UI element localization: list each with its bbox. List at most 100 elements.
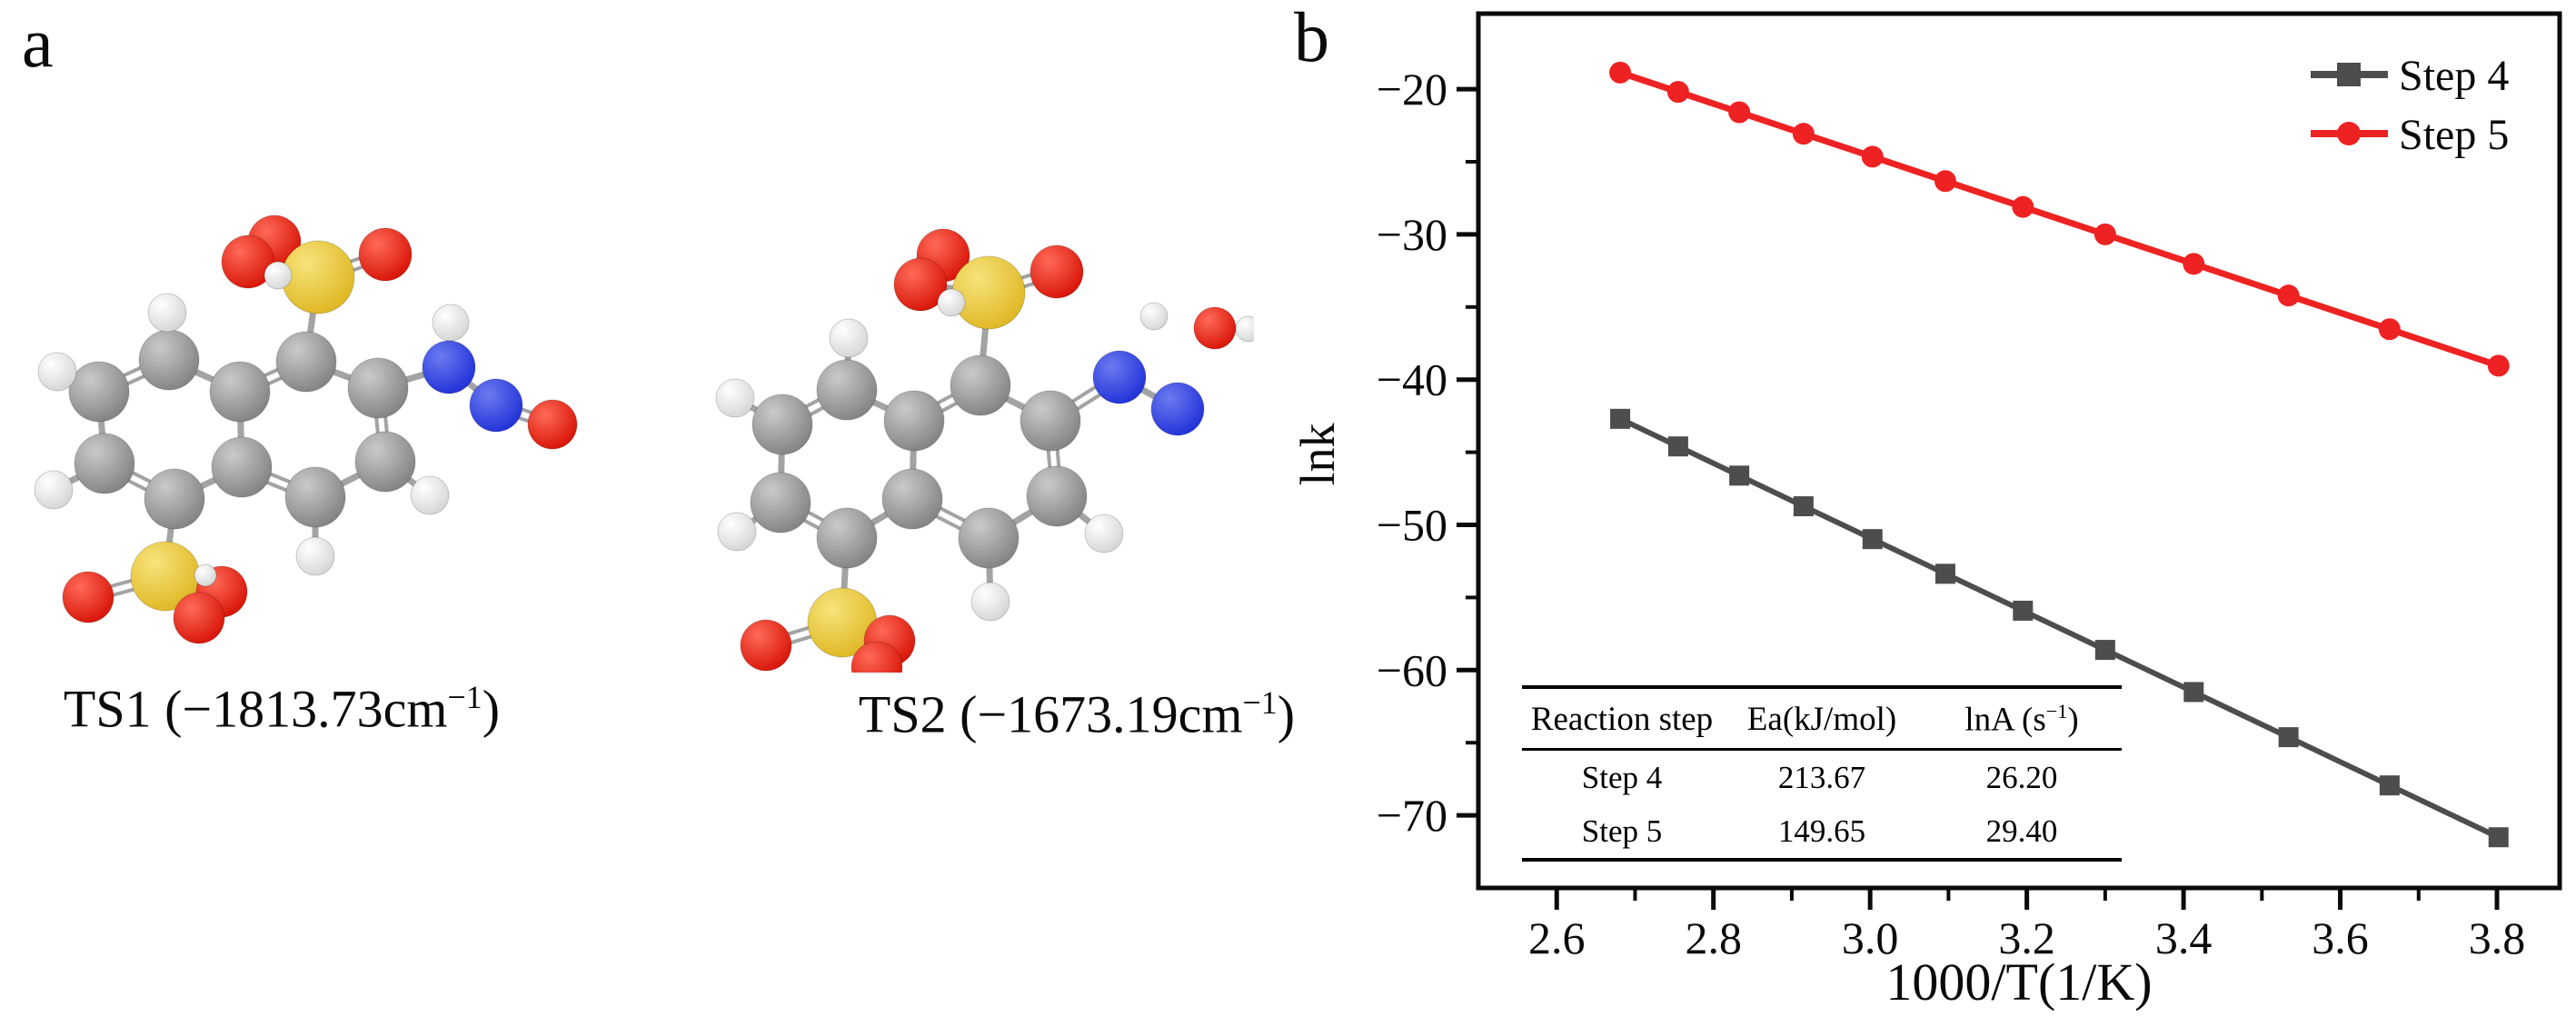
h-atom	[1084, 514, 1124, 553]
o-atom	[358, 227, 413, 282]
x-axis: 2.6 2.8 3.0 3.2 3.4 3.6 3.8	[1528, 888, 2525, 963]
c-atom	[1019, 390, 1081, 452]
c-atom	[751, 394, 813, 455]
y-tick-label: −30	[1377, 209, 1447, 260]
legend-item-step-4: Step 4	[2311, 52, 2509, 100]
x-tick-label: 3.0	[1842, 912, 1899, 963]
h-atom	[717, 512, 757, 552]
atoms	[34, 214, 578, 644]
c-atom	[211, 436, 273, 498]
chart-legend: Step 4 Step 5	[2311, 52, 2509, 159]
x-tick-label: 2.6	[1528, 912, 1586, 963]
table-cell: Step 4	[1581, 760, 1663, 796]
c-atom	[209, 361, 271, 423]
o-atom	[1193, 306, 1237, 350]
legend-marker-square	[2337, 63, 2361, 86]
legend-label: Step 5	[2399, 111, 2509, 159]
arrhenius-chart: 2.6 2.8 3.0 3.2 3.4 3.6 3.8 −20 −30 −40 −50 −60 −70 1…	[1290, 11, 2562, 1012]
data-point-square	[2094, 640, 2115, 661]
h-atom	[37, 352, 77, 392]
c-atom	[74, 433, 135, 494]
table-row: Step 5 149.65 29.40	[1522, 804, 2122, 858]
ts2-caption-close: )	[1277, 684, 1296, 744]
h-atom	[34, 470, 74, 510]
h-atom	[1235, 315, 1254, 343]
h-atom	[1139, 302, 1169, 331]
h-atom	[410, 475, 450, 515]
data-point-square	[1934, 563, 1955, 584]
c-atom	[958, 507, 1019, 569]
c-atom	[950, 354, 1011, 416]
c-atom	[883, 390, 945, 452]
data-point-square	[1862, 529, 1883, 550]
data-point-circle	[1792, 123, 1815, 145]
data-point-circle	[2378, 318, 2401, 341]
data-point-circle	[1934, 170, 1956, 193]
data-point-circle	[1666, 81, 1689, 104]
data-point-square	[2379, 775, 2400, 796]
data-point-circle	[1861, 145, 1884, 168]
ts1-caption-text: TS1 (−1813.73cm	[63, 679, 448, 739]
o-atom	[62, 571, 114, 623]
ts2-caption-sup: −1	[1242, 684, 1278, 721]
table-cell: 149.65	[1777, 813, 1866, 850]
c-atom	[275, 331, 337, 393]
c-atom	[138, 329, 200, 391]
plot-border	[1476, 11, 2562, 891]
x-tick-label: 2.8	[1685, 912, 1742, 963]
data-point-circle	[2094, 223, 2116, 245]
ts1-caption-close: )	[482, 679, 501, 739]
x-tick-label: 3.6	[2312, 912, 2369, 963]
x-tick-label: 3.2	[1998, 912, 2055, 963]
table-cell: 29.40	[1985, 813, 2058, 850]
data-point-square	[1729, 465, 1750, 486]
ts1-caption-sup: −1	[447, 679, 482, 715]
table-cell: Step 5	[1581, 813, 1663, 850]
c-atom	[68, 361, 130, 423]
legend-label: Step 4	[2399, 52, 2509, 100]
h-atom	[295, 536, 335, 576]
table-cell: 213.67	[1777, 760, 1866, 796]
s-atom	[951, 255, 1026, 330]
h-atom	[264, 261, 293, 290]
legend-item-step-5: Step 5	[2311, 111, 2509, 159]
ts2-caption: TS2 (−1673.19cm−1)	[759, 683, 1395, 744]
panel-a-label: a	[22, 3, 54, 82]
c-atom	[881, 468, 943, 530]
x-tick-label: 3.4	[2155, 912, 2213, 963]
x-axis-title: 1000/T(1/K)	[1885, 952, 2152, 1012]
y-tick-label: −40	[1377, 354, 1447, 405]
data-point-square	[1667, 436, 1688, 457]
y-tick-label: −50	[1377, 499, 1447, 550]
ts2-caption-text: TS2 (−1673.19cm	[858, 684, 1243, 744]
series-step-5	[1609, 61, 2510, 377]
atoms	[715, 228, 1254, 673]
h-atom	[937, 288, 966, 317]
ts1-molecule	[34, 214, 578, 644]
y-tick-label: −20	[1377, 64, 1447, 115]
x-tick-label: 3.8	[2469, 912, 2526, 963]
o-atom	[527, 399, 578, 450]
c-atom	[816, 359, 878, 421]
h-atom	[147, 293, 187, 333]
table-cell: 26.20	[1985, 760, 2058, 796]
y-tick-label: −60	[1377, 644, 1447, 695]
data-point-circle	[2487, 354, 2510, 377]
c-atom	[816, 507, 878, 569]
s-atom	[281, 240, 355, 314]
c-atom	[1026, 465, 1088, 527]
panel-b-label: b	[1294, 0, 1329, 76]
y-axis: −20 −30 −40 −50 −60 −70	[1377, 64, 1478, 841]
n-atom	[469, 378, 523, 433]
ts1-caption: TS1 (−1813.73cm−1)	[0, 678, 563, 739]
c-atom	[144, 468, 205, 530]
o-atom	[850, 641, 903, 673]
n-atom	[1150, 382, 1205, 436]
series-step-4	[1610, 408, 2509, 848]
h-atom	[715, 378, 755, 418]
data-point-circle	[1609, 61, 1632, 84]
h-atom	[829, 318, 869, 358]
ts2-molecule	[715, 228, 1254, 673]
c-atom	[284, 466, 346, 528]
